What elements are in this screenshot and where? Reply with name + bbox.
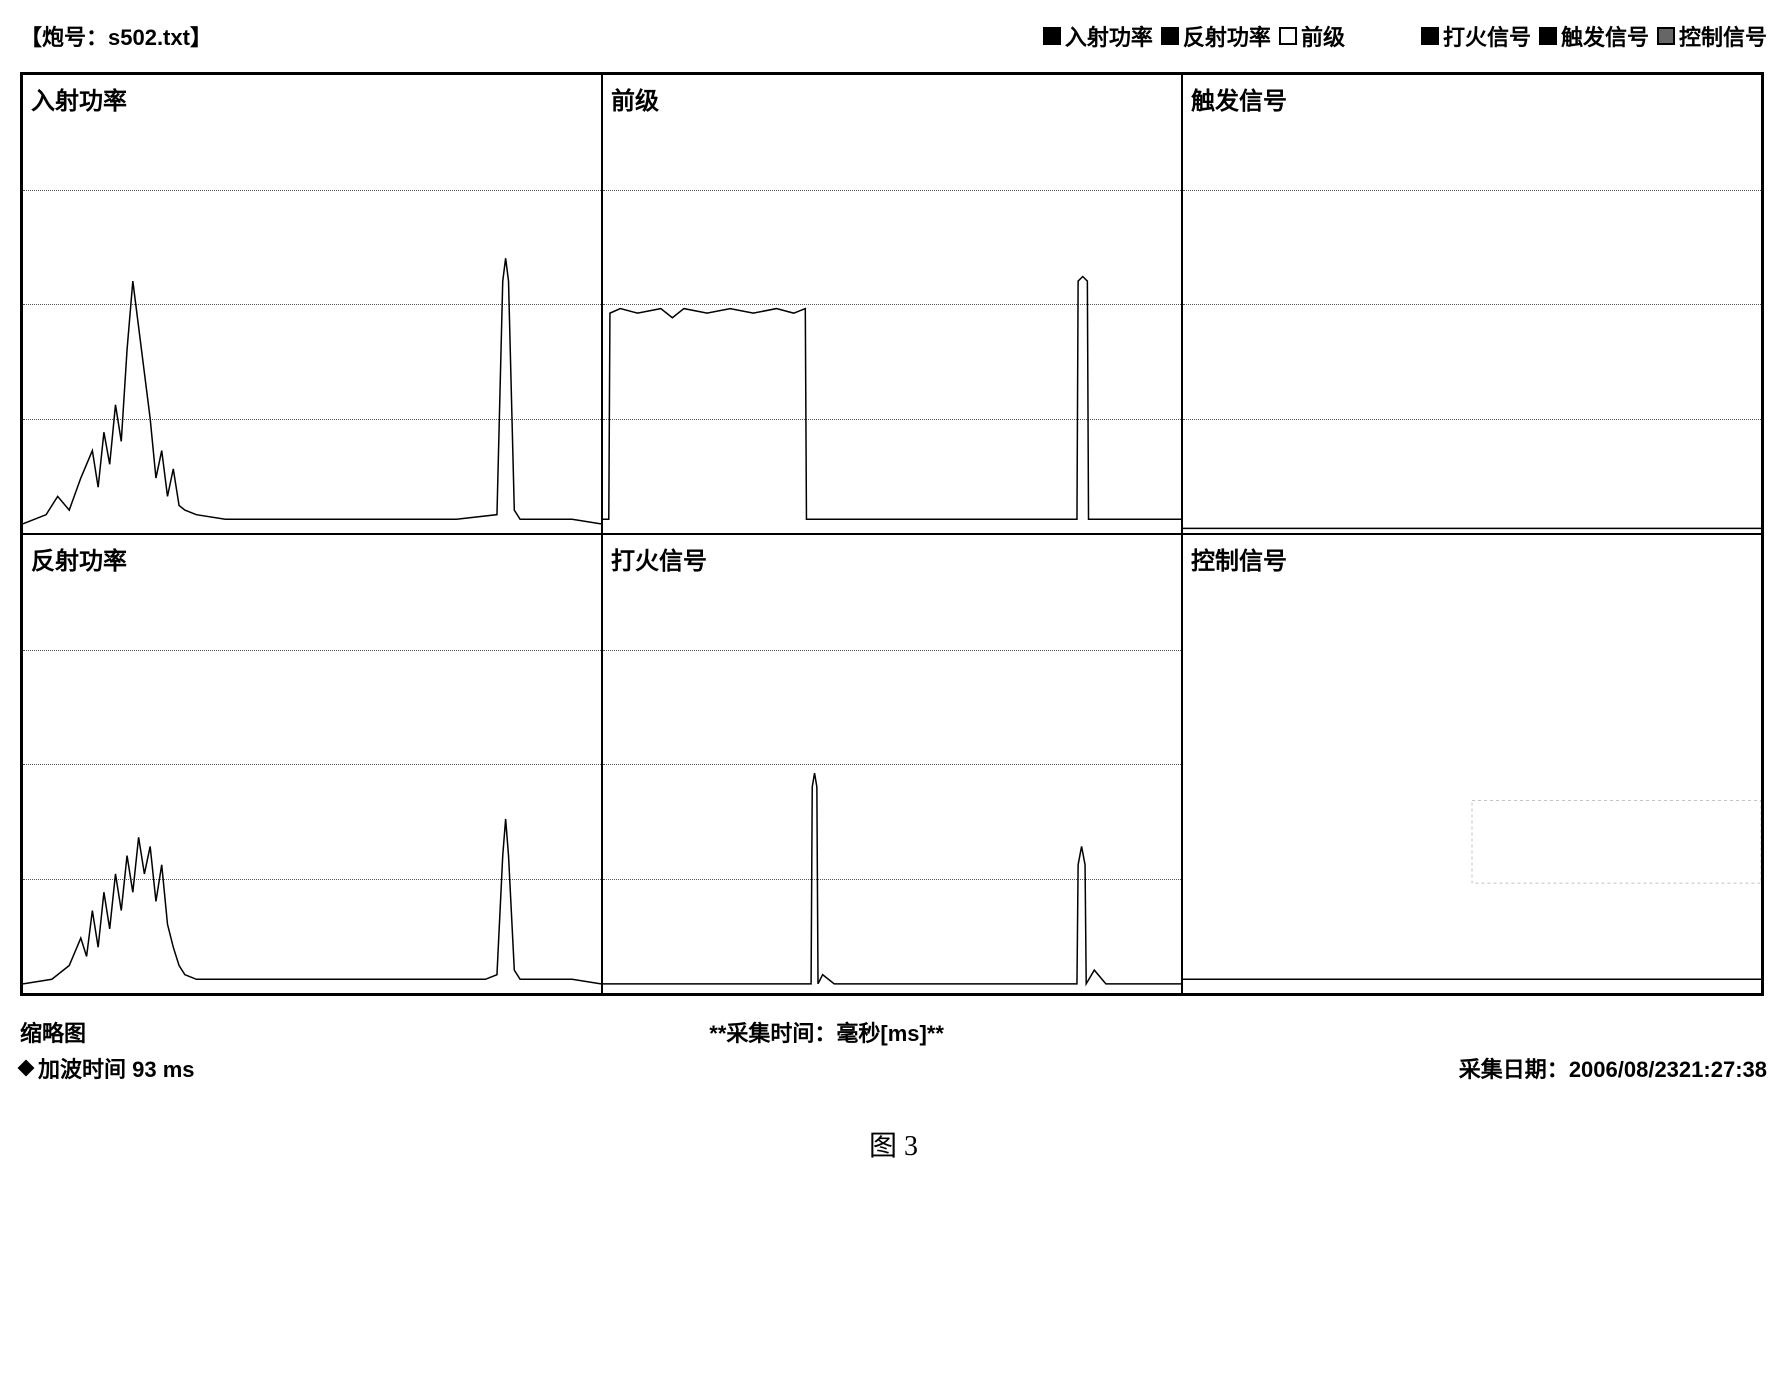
plot-area [603, 75, 1181, 533]
panel-title: 入射功率 [31, 81, 127, 116]
legend-label: 控制信号 [1679, 20, 1767, 52]
date-label: 采集日期： [1459, 1057, 1569, 1082]
chart-panel: 入射功率 [22, 74, 602, 534]
series-line [23, 819, 601, 984]
panel-title: 前级 [611, 81, 659, 116]
plot-area [603, 535, 1181, 993]
panel-title: 打火信号 [611, 541, 707, 576]
footer-bar: 缩略图 加波时间 93 ms **采集时间：毫秒[ms]** 采集日期：2006… [20, 1016, 1767, 1084]
plot-area [23, 75, 601, 533]
footer-center: **采集时间：毫秒[ms]** [709, 1016, 944, 1048]
wave-time-label: 加波时间 93 ms [38, 1052, 195, 1084]
series-line [603, 773, 1181, 984]
legend-item: 前级 [1279, 20, 1345, 52]
chart-panel: 触发信号 [1182, 74, 1762, 534]
shot-label: 【炮号：s502.txt】 [20, 20, 212, 52]
plot-area [23, 535, 601, 993]
legend-item: 打火信号 [1421, 20, 1531, 52]
chart-panel: 控制信号 [1182, 534, 1762, 994]
plot-area [1183, 535, 1761, 993]
chart-panel: 打火信号 [602, 534, 1182, 994]
footer-left: 缩略图 加波时间 93 ms [20, 1016, 195, 1084]
legend-item: 反射功率 [1161, 20, 1271, 52]
thumbnail-label: 缩略图 [20, 1016, 195, 1048]
legend-label: 触发信号 [1561, 20, 1649, 52]
legend-label: 入射功率 [1065, 20, 1153, 52]
legend: 入射功率反射功率前级 打火信号触发信号控制信号 [1043, 20, 1767, 52]
legend-swatch-icon [1539, 27, 1557, 45]
legend-swatch-icon [1043, 27, 1061, 45]
figure-caption: 图 3 [20, 1124, 1767, 1164]
plot-area [1183, 75, 1761, 533]
footer-right: 采集日期：2006/08/2321:27:38 [1459, 1052, 1767, 1084]
wave-time-row: 加波时间 93 ms [20, 1052, 195, 1084]
header-bar: 【炮号：s502.txt】 入射功率反射功率前级 打火信号触发信号控制信号 [20, 20, 1767, 52]
chart-grid: 入射功率 前级 触发信号反射功率 打火信号 控制信号 [20, 72, 1764, 996]
chart-panel: 前级 [602, 74, 1182, 534]
panel-title: 反射功率 [31, 541, 127, 576]
panel-title: 控制信号 [1191, 541, 1287, 576]
legend-label: 反射功率 [1183, 20, 1271, 52]
legend-swatch-icon [1161, 27, 1179, 45]
series-line [603, 277, 1181, 520]
legend-item: 触发信号 [1539, 20, 1649, 52]
legend-label: 前级 [1301, 20, 1345, 52]
legend-swatch-icon [1657, 27, 1675, 45]
legend-item: 控制信号 [1657, 20, 1767, 52]
chart-panel: 反射功率 [22, 534, 602, 994]
panel-title: 触发信号 [1191, 81, 1287, 116]
legend-item: 入射功率 [1043, 20, 1153, 52]
date-value: 2006/08/2321:27:38 [1569, 1057, 1767, 1082]
diamond-icon [18, 1060, 35, 1077]
legend-swatch-icon [1279, 27, 1297, 45]
legend-swatch-icon [1421, 27, 1439, 45]
legend-label: 打火信号 [1443, 20, 1531, 52]
series-line [23, 258, 601, 524]
